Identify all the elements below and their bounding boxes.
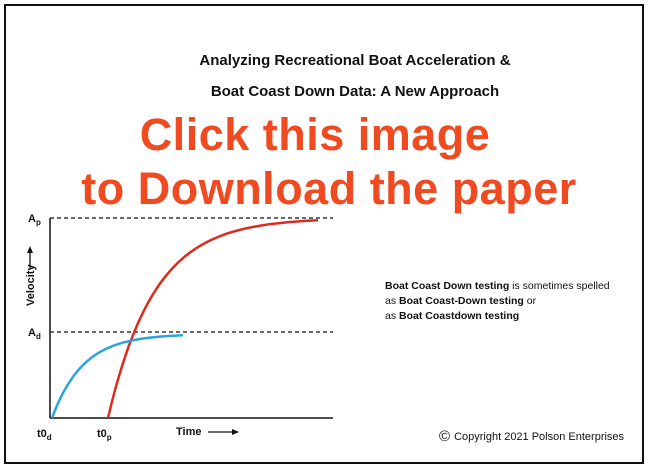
spelling-note: Boat Coast Down testing is sometimes spe… <box>385 279 640 324</box>
x-axis-label: Time <box>176 426 201 438</box>
copyright-icon: © <box>439 428 451 445</box>
figure-frame[interactable] <box>4 4 644 464</box>
y-tick-ad: Ad <box>28 327 41 341</box>
y-tick-ap: Ap <box>28 213 41 227</box>
title-line-2: Boat Coast Down Data: A New Approach <box>210 83 500 100</box>
y-axis-arrowhead-icon <box>27 246 33 253</box>
x-tick-t0p: t0p <box>97 428 112 442</box>
y-axis-label: Velocity <box>25 264 37 306</box>
copyright-text: Copyright 2021 Polson Enterprises <box>454 431 625 443</box>
copyright-notice: © Copyright 2021 Polson Enterprises <box>439 428 624 445</box>
download-call-to-action-line-1[interactable]: Click this image <box>139 109 491 160</box>
note-line-2: as Boat Coast-Down testing or <box>385 295 537 307</box>
title-line-1: Analyzing Recreational Boat Acceleration… <box>199 52 511 69</box>
x-axis-arrowhead-icon <box>232 429 239 435</box>
coastdown-curve <box>50 334 184 419</box>
acceleration-curve <box>106 218 319 419</box>
note-line-3: as Boat Coastdown testing <box>385 310 520 322</box>
download-call-to-action-line-2[interactable]: to Download the paper <box>81 163 577 214</box>
note-line-1: Boat Coast Down testing is sometimes spe… <box>385 280 610 292</box>
x-tick-t0d: t0d <box>37 428 52 442</box>
